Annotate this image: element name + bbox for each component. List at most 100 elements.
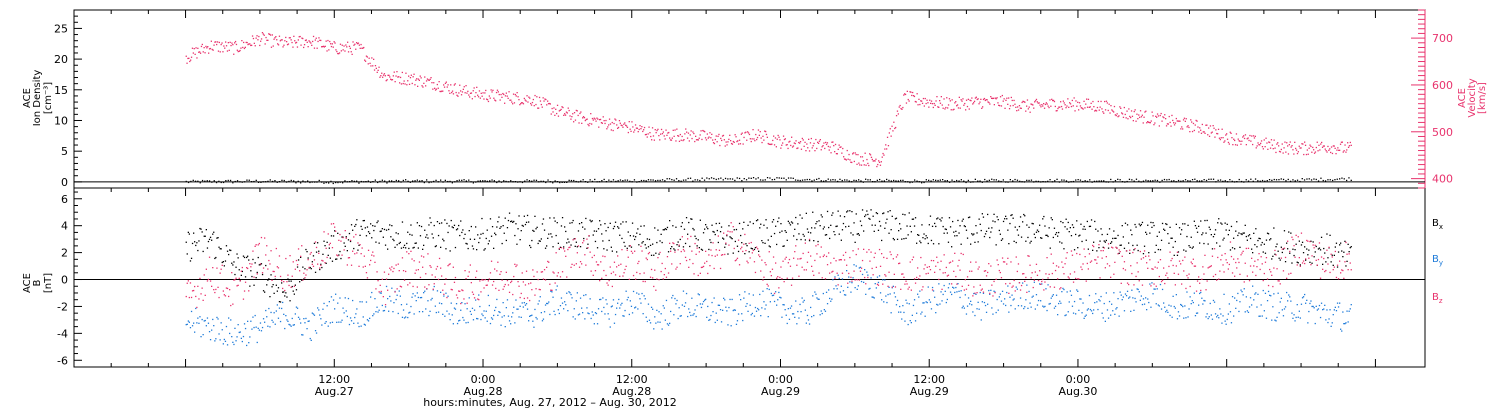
density-point xyxy=(832,179,834,181)
density-point xyxy=(1086,180,1089,183)
by-point xyxy=(991,307,993,309)
bz-point xyxy=(602,255,604,257)
velocity-point xyxy=(737,140,739,142)
by-point xyxy=(641,292,643,295)
velocity-point xyxy=(881,156,883,158)
bz-point xyxy=(369,264,371,266)
by-point xyxy=(908,303,910,305)
velocity-point xyxy=(1344,144,1346,146)
velocity-point xyxy=(1321,146,1324,148)
bz-point xyxy=(764,262,766,264)
by-point xyxy=(494,309,496,312)
velocity-point xyxy=(716,141,718,143)
bx-point xyxy=(1248,234,1251,236)
bz-point xyxy=(420,255,423,257)
bx-point xyxy=(575,241,577,243)
density-point xyxy=(631,181,633,183)
velocity-point xyxy=(269,34,272,36)
density-point xyxy=(935,179,937,181)
by-point xyxy=(1124,293,1127,295)
by-point xyxy=(1267,290,1270,293)
by-point xyxy=(1131,289,1133,291)
bx-point xyxy=(995,244,997,246)
bx-point xyxy=(951,246,953,248)
velocity-point xyxy=(853,160,855,163)
velocity-point xyxy=(1058,106,1060,108)
bx-point xyxy=(1004,218,1006,220)
velocity-point xyxy=(352,41,354,43)
bx-point xyxy=(1237,234,1239,237)
bx-point xyxy=(681,222,683,224)
bx-point xyxy=(1203,242,1205,245)
by-point xyxy=(1238,310,1240,313)
velocity-point xyxy=(1052,99,1054,102)
bx-point xyxy=(955,230,957,232)
bz-point xyxy=(791,277,794,279)
bx-point xyxy=(778,217,780,219)
by-point xyxy=(1346,310,1348,312)
bx-point xyxy=(977,241,979,243)
velocity-point xyxy=(785,144,787,146)
velocity-point xyxy=(372,65,374,67)
by-point xyxy=(565,304,567,306)
bx-point xyxy=(1164,229,1166,231)
by-point xyxy=(417,296,419,299)
density-point xyxy=(622,180,624,182)
bz-point xyxy=(743,243,745,245)
velocity-point xyxy=(778,136,780,138)
density-point xyxy=(589,179,591,181)
by-point xyxy=(1193,292,1195,294)
by-point xyxy=(654,316,656,318)
velocity-point xyxy=(686,137,689,139)
by-point xyxy=(506,299,509,301)
velocity-point xyxy=(511,101,513,103)
bz-point xyxy=(371,254,373,256)
bx-point xyxy=(698,247,700,249)
density-point xyxy=(860,180,862,182)
density-point xyxy=(598,181,601,183)
by-point xyxy=(1152,293,1154,295)
bz-point xyxy=(817,243,819,246)
velocity-point xyxy=(1172,119,1174,122)
velocity-point xyxy=(1156,116,1158,118)
bx-point xyxy=(389,224,391,226)
bz-point xyxy=(306,269,308,271)
by-point xyxy=(310,339,312,341)
density-point xyxy=(185,180,187,183)
bx-point xyxy=(835,225,837,228)
velocity-point xyxy=(267,39,269,41)
bz-point xyxy=(322,260,324,262)
bx-point xyxy=(653,254,655,256)
bx-point xyxy=(775,225,777,227)
density-point xyxy=(535,179,538,181)
bx-point xyxy=(985,230,988,232)
bx-point xyxy=(926,237,928,239)
velocity-point xyxy=(188,57,190,59)
by-point xyxy=(1279,301,1281,303)
velocity-point xyxy=(1049,99,1051,101)
velocity-point xyxy=(1055,110,1057,112)
by-point xyxy=(801,297,803,299)
density-point xyxy=(1012,180,1014,182)
bx-point xyxy=(692,227,694,230)
by-point xyxy=(920,313,922,315)
by-point xyxy=(619,307,621,309)
by-point xyxy=(495,306,497,309)
velocity-point xyxy=(837,148,839,150)
bx-point xyxy=(654,227,656,229)
velocity-point xyxy=(438,81,440,83)
bx-point xyxy=(1105,239,1107,242)
bz-point xyxy=(301,245,303,247)
bx-point xyxy=(188,233,190,235)
bx-point xyxy=(1265,239,1268,241)
density-point xyxy=(194,180,197,182)
by-point xyxy=(1118,315,1120,317)
bz-point xyxy=(323,231,325,233)
by-point xyxy=(672,294,674,297)
density-point xyxy=(1161,179,1163,182)
bz-point xyxy=(401,257,404,259)
bz-point xyxy=(627,256,629,258)
velocity-point xyxy=(1313,152,1316,154)
velocity-point xyxy=(236,49,238,51)
density-point xyxy=(930,180,932,182)
